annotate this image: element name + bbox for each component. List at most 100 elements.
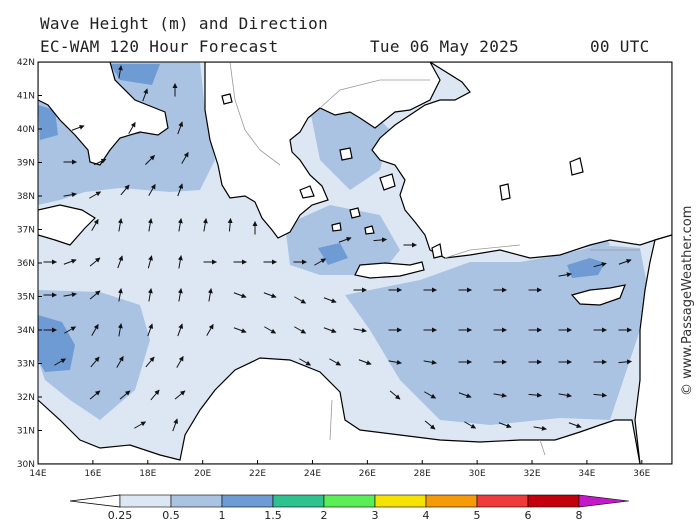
wave-arrow	[93, 158, 107, 166]
wave-arrow	[145, 155, 155, 165]
lat-tick-label: 39N	[17, 159, 35, 169]
legend-label: 2	[321, 509, 328, 522]
wave-arrow	[388, 359, 402, 365]
rhodes-land	[431, 243, 443, 259]
wave-arrow	[117, 255, 124, 269]
lon-tick-label: 24E	[304, 469, 321, 479]
wave-arrow	[498, 422, 512, 429]
wave-arrow	[329, 358, 342, 366]
forecast-time: 00 UTC	[590, 37, 650, 56]
wave-arrow	[177, 255, 183, 269]
wave-arrow	[117, 323, 123, 337]
wave-arrow	[323, 297, 337, 304]
wave-arrow	[54, 358, 67, 366]
wave-arrow	[533, 425, 547, 431]
legend-swatch	[170, 494, 223, 508]
wave-arrow	[358, 359, 372, 366]
wave-arrow	[116, 355, 124, 368]
lon-tick-label: 22E	[249, 469, 266, 479]
wave-arrow	[119, 390, 131, 400]
wave-arrow	[424, 391, 437, 399]
lon-tick-label: 30E	[469, 469, 486, 479]
country-borders	[229, 62, 640, 456]
wave-arrow	[373, 237, 387, 243]
legend-swatch	[272, 494, 325, 508]
lon-tick-label: 32E	[523, 469, 540, 479]
legend-swatch	[476, 494, 529, 508]
lat-tick-label: 32N	[17, 393, 35, 403]
legend-swatch	[221, 494, 274, 508]
legend-label: 8	[576, 509, 583, 522]
wave-arrow	[314, 258, 327, 266]
legend-swatch	[323, 494, 376, 508]
wave-arrow	[63, 258, 77, 265]
legend-label: 6	[525, 509, 532, 522]
legend-swatch	[119, 494, 172, 508]
wave-arrow	[389, 390, 401, 400]
latitude-axis: 42N 41N 40N 39N 38N 37N 36N 35N 34N 33N 32N 31N 30N	[17, 58, 42, 470]
wave-height-legend: 0.25 0.5 1 1.5 2 3 4 5 6 8	[69, 494, 630, 522]
wave-arrow	[294, 296, 307, 304]
lat-tick-label: 41N	[17, 92, 35, 102]
lat-tick-label: 36N	[17, 259, 35, 269]
wave-arrow	[63, 192, 77, 198]
levant-land	[634, 234, 672, 464]
lon-tick-label: 16E	[84, 469, 101, 479]
wave-arrow	[568, 422, 582, 429]
legend-max-arrow	[578, 494, 630, 508]
lat-tick-label: 31N	[17, 427, 35, 437]
wave-arrow	[464, 421, 477, 429]
lon-tick-label: 28E	[414, 469, 431, 479]
wave-arrow	[150, 389, 160, 401]
wave-arrow	[323, 327, 337, 334]
legend-label: 0.5	[162, 509, 180, 522]
wave-arrow	[117, 288, 123, 302]
wave-arrow	[176, 355, 184, 368]
wave-arrow	[147, 255, 153, 269]
wave-arrow	[90, 356, 100, 368]
wave-arrow	[147, 288, 153, 302]
legend-label: 3	[372, 509, 379, 522]
legend-label: 1	[219, 509, 226, 522]
wave-arrow	[145, 356, 155, 368]
lat-tick-label: 30N	[17, 460, 35, 470]
lat-tick-label: 34N	[17, 326, 35, 336]
wave-arrow	[338, 236, 352, 243]
legend-min-arrow	[69, 494, 121, 508]
cyprus-land	[570, 284, 626, 306]
wave-arrow	[593, 392, 607, 398]
wave-arrow	[558, 272, 572, 278]
wave-arrow	[458, 392, 472, 399]
wave-arrow	[134, 421, 147, 429]
map-area	[38, 62, 672, 464]
chart-title: Wave Height (m) and Direction	[40, 14, 329, 33]
lon-tick-label: 36E	[633, 469, 650, 479]
land-masses	[38, 62, 672, 464]
wave-direction-arrows	[43, 65, 632, 432]
wave-arrow	[177, 288, 183, 302]
wave-arrow	[117, 65, 123, 79]
wave-arrow	[89, 257, 101, 267]
wave-arrow	[424, 420, 436, 430]
credit-watermark: © www.PassageWeather.com	[680, 205, 695, 396]
italy-land	[38, 62, 169, 166]
lat-tick-label: 35N	[17, 293, 35, 303]
wave-arrow	[172, 418, 179, 432]
wave-arrow	[64, 326, 77, 334]
wave-arrow	[264, 326, 277, 334]
legend-swatch	[527, 494, 580, 508]
sicily-land	[38, 204, 96, 246]
wave-arrow	[181, 151, 189, 164]
legend-label: 5	[474, 509, 481, 522]
lon-tick-label: 14E	[29, 469, 46, 479]
lon-tick-label: 26E	[359, 469, 376, 479]
lon-tick-label: 20E	[194, 469, 211, 479]
wave-arrow	[206, 323, 214, 336]
wave-arrow	[558, 392, 572, 398]
wave-arrow	[120, 184, 130, 196]
lat-tick-label: 33N	[17, 360, 35, 370]
wave-arrow	[71, 124, 85, 131]
wave-arrow	[618, 258, 632, 265]
legend-label: 1.5	[264, 509, 282, 522]
